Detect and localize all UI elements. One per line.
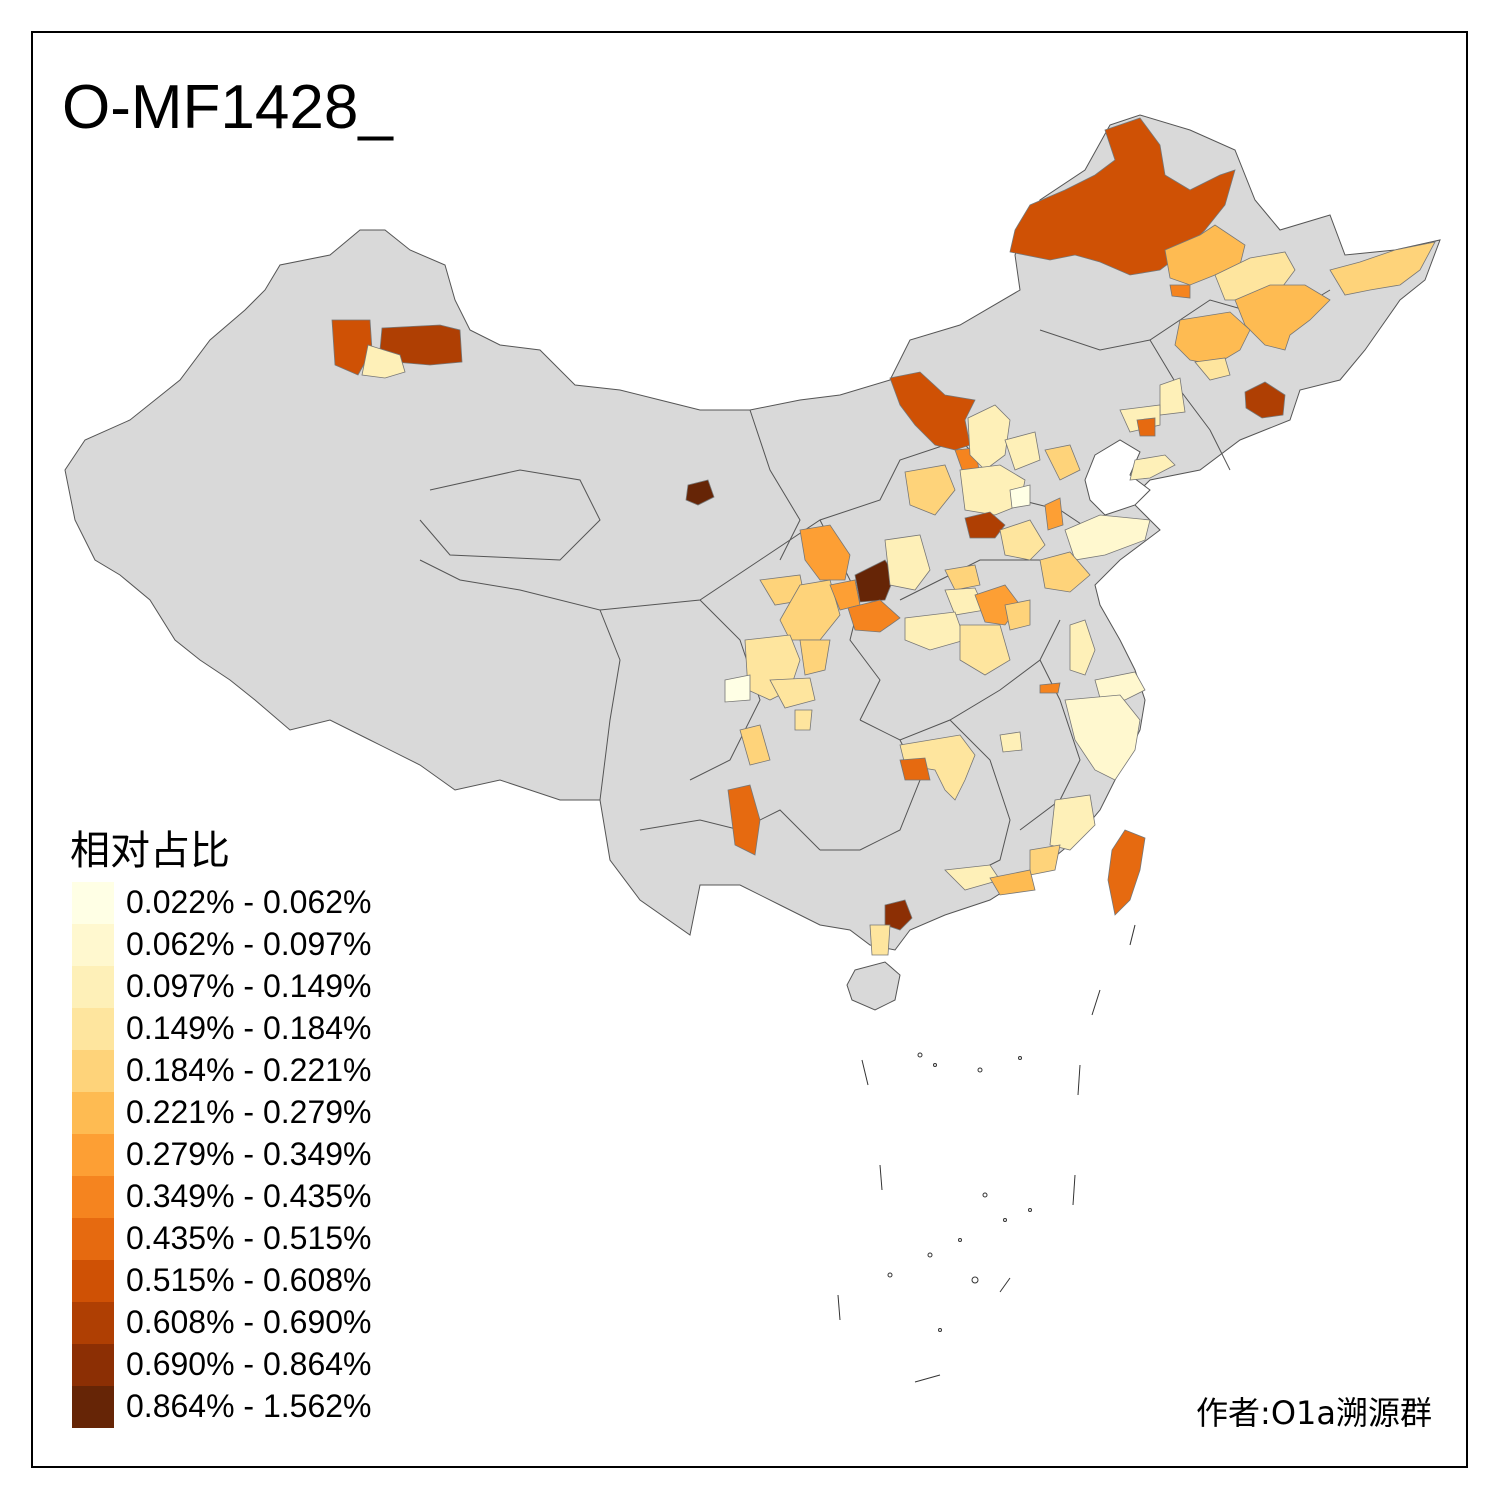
map-title: O-MF1428_	[62, 73, 393, 142]
legend-swatch	[72, 1176, 114, 1218]
legend-swatch	[72, 924, 114, 966]
region-sichuan-b	[769, 677, 816, 709]
legend-label: 0.184% - 0.221%	[126, 1052, 372, 1088]
region-yunnan-north	[739, 724, 771, 766]
map-frame	[31, 31, 1468, 1468]
region-hubei-small	[999, 731, 1023, 753]
author-credit: 作者:O1a溯源群	[1196, 1394, 1432, 1432]
legend-title: 相对占比	[70, 828, 230, 874]
region-heilongjiang-d	[1329, 241, 1436, 296]
region-shanxi-north	[904, 464, 956, 516]
legend-label: 0.435% - 0.515%	[126, 1220, 372, 1256]
legend-swatch	[72, 1386, 114, 1428]
region-sichuan-a	[724, 674, 751, 703]
region-henan-d	[959, 624, 1011, 676]
region-guangxi-qinzhou	[884, 899, 913, 931]
region-fujian	[1049, 794, 1096, 851]
region-leizhou	[869, 924, 891, 956]
legend-swatch	[72, 1008, 114, 1050]
region-guangdong-b	[989, 869, 1036, 896]
region-shanxi-south	[884, 534, 931, 591]
region-hulunbuir	[1009, 117, 1236, 276]
region-hebei-d	[1009, 484, 1031, 509]
region-heilongjiang-f	[1194, 357, 1231, 381]
region-taiwan	[1107, 829, 1146, 916]
region-guangdong-east	[1029, 844, 1061, 876]
region-anhui	[1069, 619, 1096, 676]
region-hebei-north	[967, 404, 1011, 471]
legend-label: 0.608% - 0.690%	[126, 1304, 372, 1340]
legend-swatch	[72, 1344, 114, 1386]
region-heilongjiang-c	[1234, 284, 1331, 351]
region-daqing-small	[1169, 284, 1191, 299]
legend-label: 0.864% - 1.562%	[126, 1388, 372, 1424]
legend-swatch	[72, 1302, 114, 1344]
region-gansu-jiuquan	[685, 479, 715, 506]
legend-label: 0.149% - 0.184%	[126, 1010, 372, 1046]
region-xian	[854, 559, 896, 603]
region-xinjiang-karamay	[361, 344, 406, 379]
legend-swatch	[72, 1050, 114, 1092]
region-shaanxi-c	[847, 599, 901, 633]
region-heilongjiang-e	[1174, 311, 1251, 366]
legend-swatch	[72, 1134, 114, 1176]
region-sichuan-north	[799, 639, 831, 676]
region-sichuan-c	[794, 709, 813, 731]
south-china-sea-islands	[837, 924, 1136, 1383]
legend-swatch	[72, 966, 114, 1008]
region-hebei-c	[1044, 444, 1081, 481]
region-jilin-east	[1244, 381, 1286, 419]
legend-label: 0.221% - 0.279%	[126, 1094, 372, 1130]
region-liaoning-d	[1129, 454, 1176, 481]
region-hebei-b	[1004, 431, 1041, 471]
region-henan-e	[1004, 599, 1031, 631]
legend-label: 0.690% - 0.864%	[126, 1346, 372, 1382]
legend-swatch	[72, 1092, 114, 1134]
region-henan-a	[944, 564, 981, 591]
region-shandong-c	[1039, 551, 1091, 593]
legend-label: 0.349% - 0.435%	[126, 1178, 372, 1214]
data-regions	[331, 117, 1436, 956]
legend-label: 0.515% - 0.608%	[126, 1262, 372, 1298]
hainan-island	[846, 961, 901, 1011]
region-shandong-west	[999, 519, 1046, 561]
bohai-sea	[1084, 439, 1151, 516]
legend-label: 0.279% - 0.349%	[126, 1136, 372, 1172]
region-liaoning-c	[1136, 417, 1156, 437]
legend-label: 0.097% - 0.149%	[126, 968, 372, 1004]
region-henan-c	[904, 611, 966, 651]
legend-swatch	[72, 1218, 114, 1260]
region-yunnan-west	[727, 784, 761, 856]
region-guizhou-a	[899, 757, 931, 781]
legend-label: 0.062% - 0.097%	[126, 926, 372, 962]
legend-swatch	[72, 1260, 114, 1302]
legend-swatch	[72, 882, 114, 924]
region-shaanxi-yulin	[799, 524, 851, 581]
region-wuhan	[1039, 682, 1061, 694]
region-shandong-small	[1044, 497, 1064, 531]
legend-label: 0.022% - 0.062%	[126, 884, 372, 920]
region-zhejiang	[1064, 694, 1141, 781]
region-jiangsu	[1094, 671, 1146, 701]
